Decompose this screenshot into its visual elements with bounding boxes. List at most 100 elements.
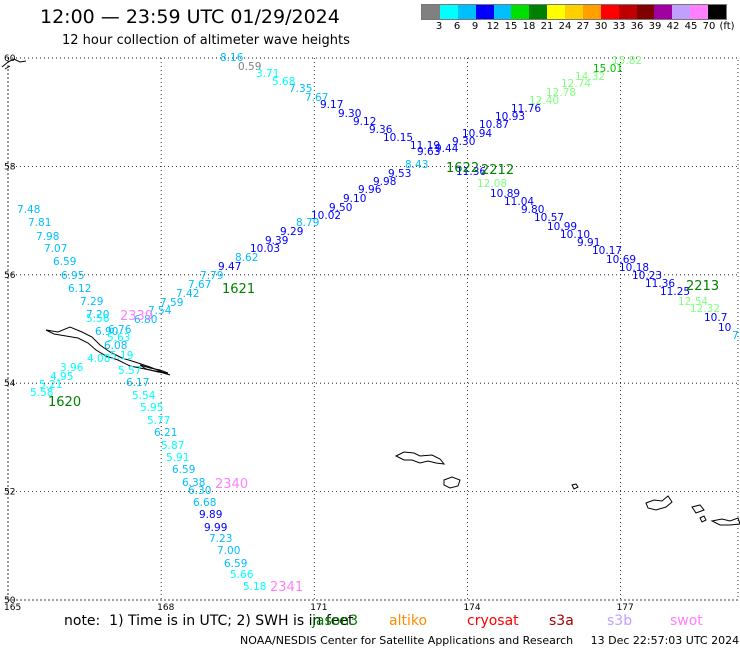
wave-height-value: 10.10 xyxy=(560,229,590,241)
pass-id-label: 2212 xyxy=(481,163,514,178)
wave-height-value: 5.21 xyxy=(39,379,62,391)
lat-label: 50 xyxy=(4,596,16,606)
island-aleutian-1 xyxy=(394,451,446,465)
wave-height-value: 9.44 xyxy=(435,143,459,155)
pass-id-label: 1620 xyxy=(48,395,81,410)
wave-height-observations: 8.160.593.715.687.357.679.179.309.129.36… xyxy=(17,52,740,593)
island-north-corner xyxy=(1,58,27,70)
wave-height-value: 10.18 xyxy=(619,262,649,274)
wave-height-value: 11.36 xyxy=(456,166,486,178)
wave-height-value: 7.20 xyxy=(86,309,109,321)
wave-height-value: 10.03 xyxy=(250,243,280,255)
wave-height-value: 11.04 xyxy=(504,196,534,208)
legend-swatch xyxy=(493,5,512,19)
wave-height-value: 9.96 xyxy=(358,184,382,196)
legend-label: 12 xyxy=(486,21,500,32)
satellite-legend-jason3: jason3 xyxy=(312,613,359,629)
legend-swatch xyxy=(582,5,601,19)
wave-height-value: 15.01 xyxy=(593,63,623,75)
wave-height-value: 9.47 xyxy=(218,261,241,273)
wave-height-value: 10.02 xyxy=(311,210,341,222)
wave-height-value: 6.76 xyxy=(108,324,132,336)
satellite-legend-s3b: s3b xyxy=(607,613,633,629)
footer-note: note: 1) Time is in UTC; 2) SWH is in fe… xyxy=(64,613,354,629)
legend-swatch xyxy=(422,5,440,19)
legend-label: 36 xyxy=(630,21,644,32)
wave-height-value: 5.95 xyxy=(140,402,163,414)
legend-label: 3 xyxy=(435,21,443,32)
legend-swatch xyxy=(475,5,494,19)
wave-height-value: 9.10 xyxy=(343,193,366,205)
satellite-legend-cryosat: cryosat xyxy=(467,613,519,629)
wave-height-value: 10.57 xyxy=(534,212,564,224)
lon-label: 168 xyxy=(157,603,174,613)
island-aleutian-6 xyxy=(710,517,740,526)
legend-label: 27 xyxy=(576,21,590,32)
wave-height-value: 10.7 xyxy=(704,312,727,324)
wave-height-value: 10.89 xyxy=(490,188,520,200)
wave-height-value: 8.43 xyxy=(405,159,428,171)
wave-height-value: 8.79 xyxy=(296,217,319,229)
wave-height-value: 12.54 xyxy=(678,296,708,308)
island-aleutian-3 xyxy=(571,483,579,490)
wave-height-value: 7.42 xyxy=(176,288,199,300)
island-aleutian-7 xyxy=(699,515,707,523)
wave-height-value: 6.30 xyxy=(188,485,211,497)
map-subtitle: 12 hour collection of altimeter wave hei… xyxy=(62,33,350,48)
legend-label: 42 xyxy=(666,21,680,32)
legend-label: 18 xyxy=(522,21,536,32)
wave-height-value: 6.95 xyxy=(61,270,84,282)
legend-swatch xyxy=(529,5,548,19)
wave-height-value: 5.19 xyxy=(110,350,133,362)
legend-swatch xyxy=(600,5,619,19)
pass-id-label: 1622 xyxy=(446,161,479,176)
wave-height-value: 7.81 xyxy=(28,217,51,229)
wave-height-value: 9.36 xyxy=(369,124,393,136)
legend-swatch xyxy=(654,5,673,19)
legend-swatch xyxy=(708,5,726,19)
wave-height-value: 9.12 xyxy=(353,116,376,128)
pass-id-label: 2341 xyxy=(270,580,303,595)
wave-height-value: 6.12 xyxy=(68,283,91,295)
satellite-legend-s3a: s3a xyxy=(549,613,574,629)
wave-height-value: 10.15 xyxy=(383,132,413,144)
wave-height-value: 9.80 xyxy=(521,204,544,216)
wave-height-value: 9.29 xyxy=(280,226,303,238)
wave-height-value: 9.91 xyxy=(577,237,600,249)
wave-height-value: 6.17 xyxy=(126,377,149,389)
wave-height-value: 5.58 xyxy=(30,387,53,399)
wave-height-value: 6.59 xyxy=(172,464,195,476)
wave-height-value: 10.23 xyxy=(632,270,662,282)
wave-height-value: 10.99 xyxy=(547,221,577,233)
wave-height-value: 6.21 xyxy=(154,427,177,439)
wave-height-value: 9.39 xyxy=(265,235,288,247)
wave-height-value: 12.32 xyxy=(690,303,720,315)
lon-label: 171 xyxy=(310,603,327,613)
legend-label: 45 xyxy=(684,21,698,32)
wave-height-value: 11.36 xyxy=(645,278,675,290)
lat-lon-grid xyxy=(7,57,739,601)
wave-height-value: 7.98 xyxy=(36,231,59,243)
lat-label: 58 xyxy=(4,162,16,172)
pass-id-labels: 1620 1621 1622 2212 2213 2339 2340 2341 xyxy=(48,161,719,595)
legend-label: 70 xyxy=(702,21,716,32)
wave-height-value: 9.89 xyxy=(199,509,222,521)
wave-height-value: 12.40 xyxy=(529,95,559,107)
wave-height-value: 5.18 xyxy=(243,581,266,593)
wave-height-value: 15.82 xyxy=(612,55,642,67)
lat-label: 54 xyxy=(4,379,16,389)
wave-height-value: 7.23 xyxy=(209,533,232,545)
footer-credit: NOAA/NESDIS Center for Satellite Applica… xyxy=(240,634,740,647)
wave-height-value: 9.30 xyxy=(452,136,475,148)
wave-height-value: 6.08 xyxy=(104,340,127,352)
satellite-legend: jason3 altiko cryosat s3a s3b swot xyxy=(0,613,740,631)
wave-height-value: 10.94 xyxy=(462,128,492,140)
legend-swatch xyxy=(690,5,708,19)
wave-height-value: 7.48 xyxy=(17,204,40,216)
wave-height-value: 4.95 xyxy=(50,371,73,383)
legend-swatch xyxy=(511,5,530,19)
wave-height-value: 9.99 xyxy=(204,522,227,534)
wave-height-value: 5.68 xyxy=(272,76,295,88)
legend-swatch xyxy=(457,5,476,19)
